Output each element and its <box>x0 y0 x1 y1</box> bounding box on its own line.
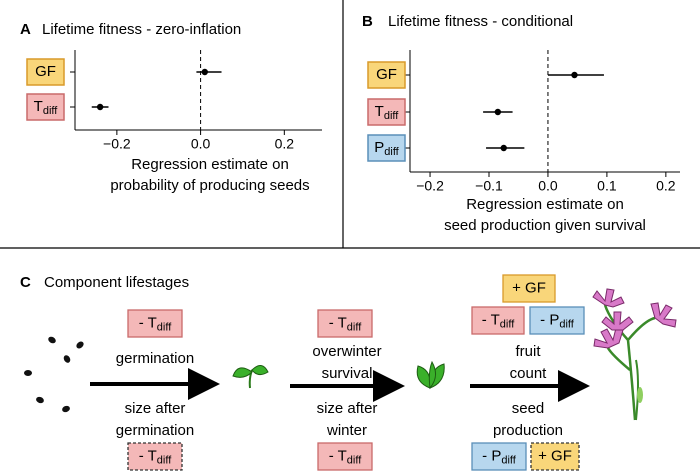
x-tick-label: −0.1 <box>475 178 503 194</box>
effect-label-sub: diff <box>347 454 362 466</box>
category-box <box>367 98 406 126</box>
effect-label: - Pdiff <box>482 447 517 466</box>
effect-label-sub: diff <box>157 454 172 466</box>
point-estimate <box>500 144 507 152</box>
effect-box <box>127 442 183 471</box>
effect-box <box>502 274 556 303</box>
stage-label: production <box>493 422 563 439</box>
panel-label: B <box>362 13 373 30</box>
effect-label-main: - T <box>329 314 347 331</box>
effect-label-main: + GF <box>538 447 572 464</box>
category-label-main: GF <box>35 63 56 80</box>
category-label: Tdiff <box>375 103 400 122</box>
effect-label-main: - T <box>329 447 347 464</box>
rosette <box>416 360 445 390</box>
arrows <box>90 368 590 402</box>
category-label-sub: diff <box>384 110 399 122</box>
point-estimate <box>201 68 208 76</box>
x-tick-label: 0.2 <box>275 136 295 152</box>
effect-label: + GF <box>538 447 572 464</box>
point-estimate <box>96 103 104 111</box>
effect-box <box>529 306 585 335</box>
panel-label: C <box>20 274 31 291</box>
effect-box <box>127 309 183 338</box>
x-tick-label: −0.2 <box>416 178 444 194</box>
effect-label-sub: diff <box>500 318 515 330</box>
flowering-plant <box>592 288 677 421</box>
x-tick-label: 0.0 <box>191 136 211 152</box>
effect-label-main: - P <box>482 447 501 464</box>
x-axis-label: Regression estimate on <box>131 156 289 173</box>
effect-label: - Pdiff <box>540 311 575 330</box>
stage-label: winter <box>326 422 367 439</box>
stage-label: size after <box>125 400 186 417</box>
point-estimate <box>571 71 578 79</box>
effect-label: - Tdiff <box>329 447 362 466</box>
chart-title: Lifetime fitness - conditional <box>388 13 573 30</box>
category-label: Pdiff <box>374 139 399 158</box>
category-box <box>26 93 65 121</box>
effect-box <box>471 306 525 335</box>
category-box <box>367 134 406 162</box>
x-axis-label: seed production given survival <box>444 217 646 234</box>
effect-label-main: - T <box>139 314 157 331</box>
effect-label: + GF <box>512 279 546 296</box>
stage-label: survival <box>322 365 373 382</box>
x-tick-label: −0.2 <box>103 136 131 152</box>
category-label-main: P <box>374 139 384 156</box>
x-axis-label: probability of producing seeds <box>110 177 309 194</box>
effect-label-sub: diff <box>559 318 574 330</box>
point-estimate <box>494 108 502 116</box>
x-tick-label: 0.2 <box>656 178 676 194</box>
effect-box <box>471 442 527 471</box>
stage-label: fruit <box>515 343 541 360</box>
category-label-main: T <box>34 98 43 115</box>
category-label: Tdiff <box>34 98 59 117</box>
diagram-title: Component lifestages <box>44 274 189 291</box>
x-tick-label: 0.0 <box>538 178 558 194</box>
effect-label: - Tdiff <box>139 314 172 333</box>
panel-label: A <box>20 21 31 38</box>
x-tick-label: 0.1 <box>597 178 617 194</box>
stage-label: size after <box>317 400 378 417</box>
category-label-sub: diff <box>43 105 58 117</box>
stage-label: overwinter <box>312 343 381 360</box>
category-label: GF <box>376 66 397 83</box>
effect-box <box>317 309 373 338</box>
chart-title: Lifetime fitness - zero-inflation <box>42 21 241 38</box>
category-label-sub: diff <box>384 146 399 158</box>
effect-label-main: + GF <box>512 279 546 296</box>
effect-label-main: - T <box>139 447 157 464</box>
effect-label: - Tdiff <box>482 311 515 330</box>
seedling <box>232 365 269 389</box>
category-label-main: GF <box>376 66 397 83</box>
effect-box <box>317 442 373 471</box>
stage-label: germination <box>116 422 194 439</box>
category-box <box>26 58 65 86</box>
effect-label-main: - P <box>540 311 559 328</box>
stage-label: seed <box>512 400 545 417</box>
effect-label-sub: diff <box>157 321 172 333</box>
effect-label-sub: diff <box>501 454 516 466</box>
stage-label: germination <box>116 350 194 367</box>
x-axis-label: Regression estimate on <box>466 196 624 213</box>
effect-label: - Tdiff <box>139 447 172 466</box>
seeds <box>24 336 84 413</box>
effect-label-sub: diff <box>347 321 362 333</box>
category-label-main: T <box>375 103 384 120</box>
category-box <box>367 61 406 89</box>
category-label: GF <box>35 63 56 80</box>
effect-label: - Tdiff <box>329 314 362 333</box>
stage-label: count <box>510 365 548 382</box>
effect-label-main: - T <box>482 311 500 328</box>
effect-box <box>530 442 580 471</box>
